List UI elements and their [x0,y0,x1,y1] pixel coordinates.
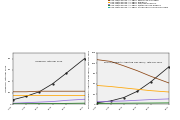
Y-axis label: Incidence, rate per 100k: Incidence, rate per 100k [6,65,7,92]
Y-axis label: DALYs (Disability Adjusted Life Years), rate per 100k: DALYs (Disability Adjusted Life Years), … [89,50,90,108]
Text: DALYs (Disability Adjusted Life Years), rate per 100k: DALYs (Disability Adjusted Life Years), … [104,61,162,63]
Legend: Iran, Both sexes, All ages, Alzheimer's disease and other dementias, Iran, Both : Iran, Both sexes, All ages, Alzheimer's … [108,0,180,8]
Text: Incidence, rate per 100k: Incidence, rate per 100k [35,61,62,62]
